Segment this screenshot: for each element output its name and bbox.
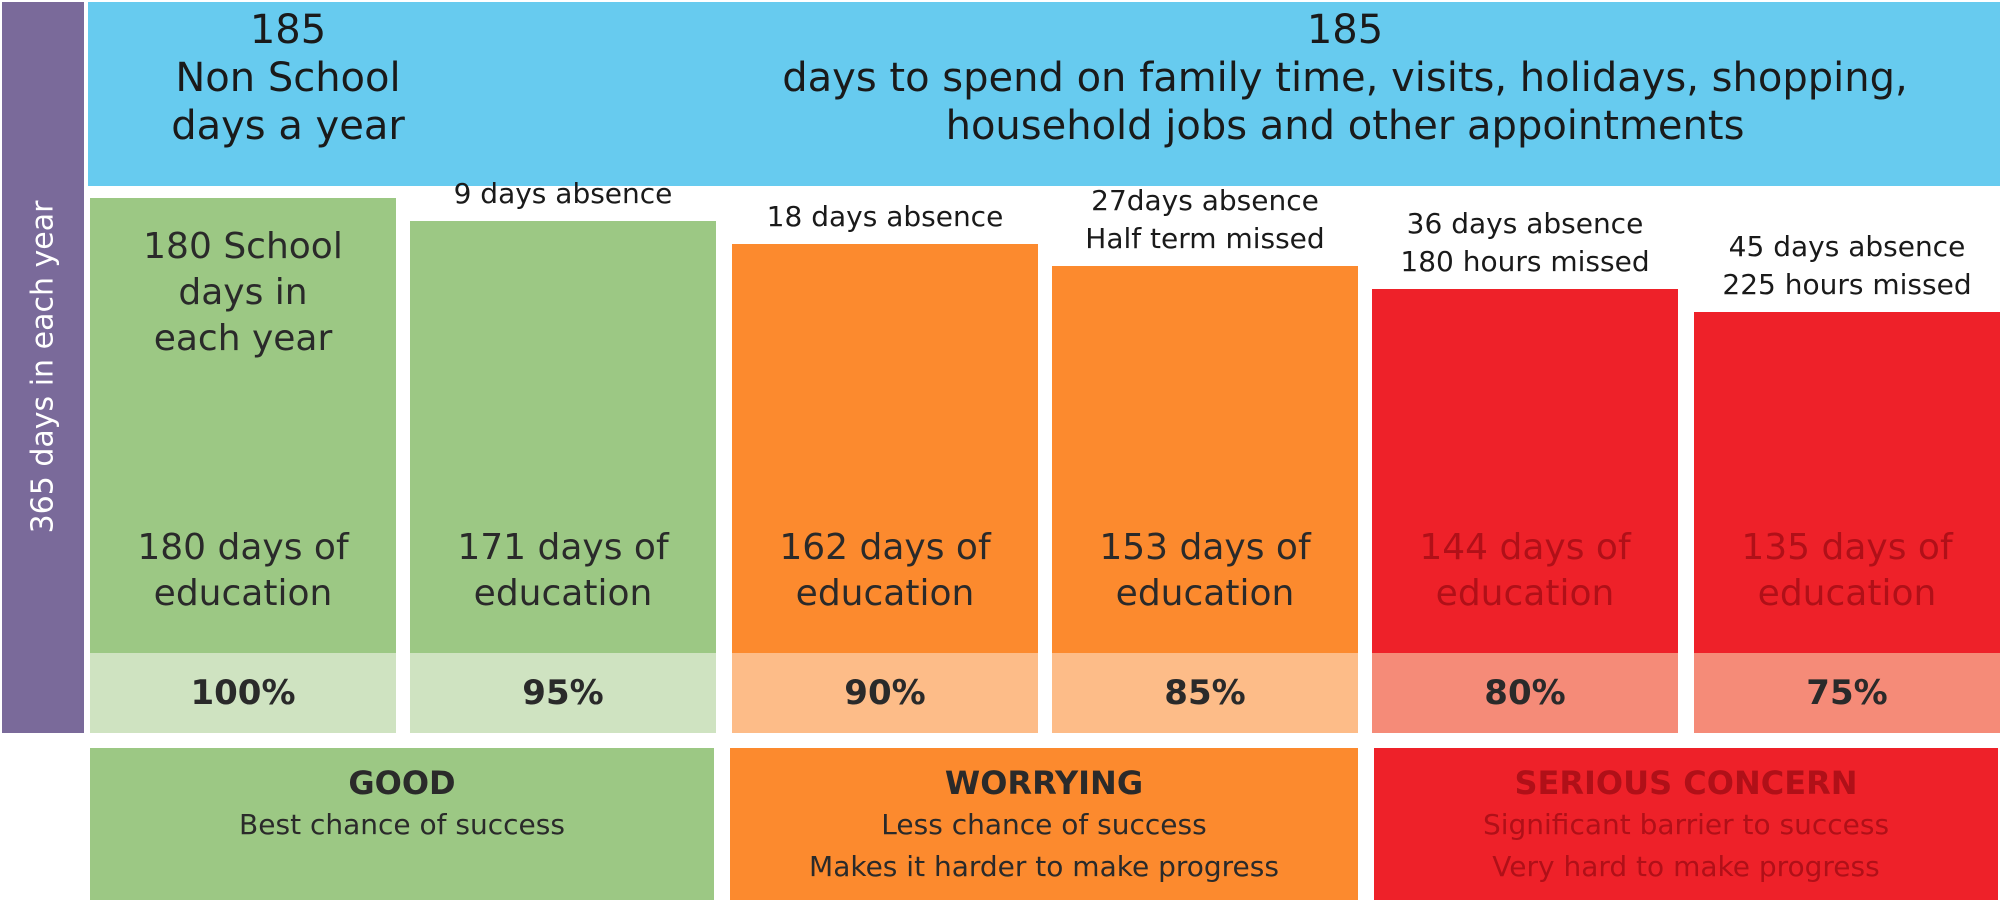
days-of-education-line: education	[1757, 573, 1937, 614]
days-of-education-line: education	[473, 573, 653, 614]
year-side-band: 365 days in each year	[2, 2, 84, 733]
school-days-line: days in	[178, 272, 308, 313]
category-good: GOOD Best chance of success	[90, 748, 714, 900]
days-of-education-line: 135 days of	[1741, 527, 1953, 568]
category-line: Very hard to make progress	[1492, 850, 1880, 883]
family-time-text: 185 days to spend on family time, visits…	[700, 6, 1990, 150]
education-bar: 144 days of education	[1372, 289, 1678, 653]
percentage-cell: 95%	[410, 653, 716, 733]
category-line: Significant barrier to success	[1482, 808, 1890, 841]
family-time-line2: household jobs and other appointments	[945, 103, 1745, 149]
absence-line: 225 hours missed	[1722, 267, 1972, 301]
days-of-education-label: 171 days of education	[410, 525, 716, 617]
non-school-line1: Non School	[175, 55, 401, 101]
non-school-days-text: 185 Non School days a year	[88, 6, 488, 150]
percentage-value: 75%	[1806, 673, 1888, 713]
side-label: 365 days in each year	[25, 200, 61, 534]
percentage-cell: 90%	[732, 653, 1038, 733]
percentage-value: 95%	[522, 673, 604, 713]
days-of-education-line: 162 days of	[779, 527, 991, 568]
school-days-label: 180 School days in each year	[90, 224, 396, 362]
percentage-value: 90%	[844, 673, 926, 713]
days-of-education-label: 144 days of education	[1372, 525, 1678, 617]
percentage-cell: 100%	[90, 653, 396, 733]
absence-line: 18 days absence	[766, 199, 1004, 233]
percentage-cell: 85%	[1052, 653, 1358, 733]
non-school-line2: days a year	[171, 103, 405, 149]
absence-line: 27days absence	[1091, 184, 1319, 218]
education-bar: 180 School days in each year 180 days of edu…	[90, 198, 396, 653]
days-of-education-label: 153 days of education	[1052, 525, 1358, 617]
absence-annotation: 9 days absence	[390, 175, 736, 213]
family-time-number: 185	[1306, 7, 1384, 53]
absence-line: 45 days absence	[1728, 229, 1966, 263]
category-line: Best chance of success	[239, 808, 565, 841]
absence-annotation: 18 days absence	[712, 198, 1058, 236]
days-of-education-line: 144 days of	[1419, 527, 1631, 568]
category-line: Less chance of success	[881, 808, 1207, 841]
days-of-education-label: 162 days of education	[732, 525, 1038, 617]
category-worrying: WORRYING Less chance of success Makes it…	[730, 748, 1358, 900]
category-title: SERIOUS CONCERN	[1514, 764, 1858, 802]
days-of-education-line: 180 days of	[137, 527, 349, 568]
absence-annotation: 45 days absence 225 hours missed	[1674, 228, 2000, 304]
education-bar: 171 days of education	[410, 220, 716, 653]
non-school-band	[88, 2, 2000, 186]
days-of-education-line: 171 days of	[457, 527, 669, 568]
absence-line: Half term missed	[1085, 222, 1325, 256]
absence-annotation: 36 days absence 180 hours missed	[1352, 205, 1698, 281]
percentage-cell: 80%	[1372, 653, 1678, 733]
non-school-number: 185	[249, 7, 327, 53]
days-of-education-line: education	[795, 573, 975, 614]
education-bar: 135 days of education	[1694, 311, 2000, 653]
percentage-value: 100%	[190, 673, 296, 713]
category-line: Makes it harder to make progress	[809, 850, 1279, 883]
days-of-education-label: 180 days of education	[90, 525, 396, 617]
school-days-line: 180 School	[143, 226, 343, 267]
days-of-education-line: education	[153, 573, 333, 614]
category-serious-concern: SERIOUS CONCERN Significant barrier to s…	[1374, 748, 1998, 900]
family-time-line1: days to spend on family time, visits, ho…	[782, 55, 1908, 101]
days-of-education-line: 153 days of	[1099, 527, 1311, 568]
absence-line: 36 days absence	[1406, 207, 1644, 240]
education-bar: 162 days of education	[732, 243, 1038, 653]
absence-line: 180 hours missed	[1400, 245, 1650, 278]
category-title: GOOD	[348, 764, 456, 802]
days-of-education-line: education	[1115, 573, 1295, 614]
absence-line: 9 days absence	[453, 176, 673, 210]
days-of-education-line: education	[1435, 573, 1615, 614]
education-bar: 153 days of education	[1052, 266, 1358, 653]
school-days-line: each year	[153, 318, 333, 359]
percentage-cell: 75%	[1694, 653, 2000, 733]
category-title: WORRYING	[944, 764, 1144, 802]
percentage-value: 80%	[1484, 673, 1566, 713]
days-of-education-label: 135 days of education	[1694, 525, 2000, 617]
absence-annotation: 27days absence Half term missed	[1032, 182, 1378, 258]
percentage-value: 85%	[1164, 673, 1246, 713]
